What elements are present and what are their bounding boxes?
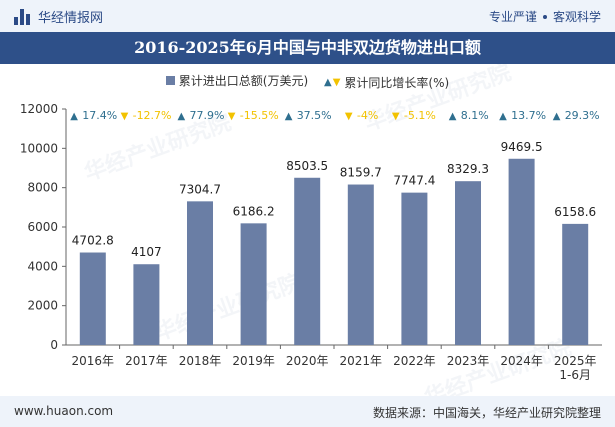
footer: www.huaon.com 数据来源：中国海关，华经产业研究院整理: [0, 396, 615, 427]
bar-value-label: 7747.4: [393, 174, 435, 188]
growth-up-triangle-icon: ▲: [449, 111, 457, 122]
y-tick-label: 6000: [27, 220, 58, 234]
x-tick-label: 2017年: [125, 354, 168, 368]
x-tick-label: 2020年: [286, 354, 329, 368]
x-tick-label: 2022年: [393, 354, 436, 368]
bar-value-label: 4702.8: [72, 234, 114, 248]
bar-value-label: 9469.5: [501, 140, 543, 154]
bar-value-label: 8503.5: [286, 159, 328, 173]
bar: [401, 192, 428, 345]
growth-rate-label: -5.1%: [404, 109, 436, 122]
top-bar: 华经情报网 专业严谨 客观科学: [0, 0, 615, 32]
growth-rate-label: 29.3%: [565, 109, 600, 122]
bar: [79, 252, 106, 345]
growth-up-triangle-icon: ▲: [553, 111, 561, 122]
y-tick-label: 2000: [27, 299, 58, 313]
y-tick-label: 10000: [20, 141, 58, 155]
footer-site-link[interactable]: www.huaon.com: [14, 404, 114, 418]
bar: [133, 264, 160, 345]
growth-down-triangle-icon: ▼: [228, 111, 236, 122]
legend-item-bar: 累计进出口总额(万美元): [165, 72, 309, 89]
growth-rate-label: 8.1%: [461, 109, 489, 122]
tagline-dot-icon: [542, 14, 547, 19]
growth-rate-label: 13.7%: [511, 109, 546, 122]
footer-source: 数据来源：中国海关，华经产业研究院整理: [372, 406, 601, 420]
growth-up-triangle-icon: ▲: [70, 111, 78, 122]
x-tick-label: 2025年: [554, 354, 597, 368]
legend-growth-label: 累计同比增长率(%): [344, 76, 450, 90]
brand-logo-icon: [14, 8, 32, 25]
brand[interactable]: 华经情报网: [14, 7, 103, 26]
bar: [294, 177, 321, 345]
growth-rate-label: -12.7%: [133, 109, 172, 122]
bar: [562, 223, 589, 345]
tagline-right: 客观科学: [552, 10, 601, 24]
bar: [347, 184, 374, 345]
legend-item-growth: ▲ ▼ 累计同比增长率(%): [324, 74, 449, 91]
growth-rate-label: 77.9%: [190, 109, 225, 122]
y-tick-label: 8000: [27, 181, 58, 195]
legend: 累计进出口总额(万美元) ▲ ▼ 累计同比增长率(%): [0, 72, 615, 91]
x-tick-label: 2023年: [447, 354, 490, 368]
legend-bar-swatch-icon: [165, 76, 175, 85]
bar: [508, 158, 535, 345]
bar-value-label: 6158.6: [554, 205, 596, 219]
x-tick-label: 2021年: [340, 354, 383, 368]
legend-up-triangle-icon: ▲: [324, 77, 332, 88]
y-tick-label: 0: [50, 338, 58, 352]
growth-rate-label: -4%: [357, 109, 378, 122]
growth-down-triangle-icon: ▼: [121, 111, 129, 122]
bar: [455, 181, 481, 345]
tagline: 专业严谨 客观科学: [489, 8, 601, 25]
bar-value-label: 8159.7: [340, 166, 382, 180]
legend-bar-label: 累计进出口总额(万美元): [178, 74, 309, 88]
x-tick-label: 2016年: [72, 354, 115, 368]
bar: [187, 201, 213, 345]
growth-up-triangle-icon: ▲: [285, 111, 293, 122]
bar-value-label: 4107: [131, 245, 162, 259]
bar-value-label: 8329.3: [447, 162, 489, 176]
growth-rate-label: 17.4%: [82, 109, 117, 122]
bar-value-label: 7304.7: [179, 182, 221, 196]
growth-up-triangle-icon: ▲: [499, 111, 507, 122]
chart-title: 2016-2025年6月中国与中非双边货物进出口额: [0, 32, 615, 64]
tagline-left: 专业严谨: [488, 10, 537, 24]
y-tick-label: 12000: [20, 102, 58, 116]
growth-up-triangle-icon: ▲: [178, 111, 186, 122]
y-tick-label: 4000: [27, 259, 58, 273]
x-tick-label: 2024年: [500, 354, 543, 368]
brand-name: 华经情报网: [38, 11, 104, 26]
growth-rate-label: -15.5%: [240, 109, 279, 122]
bar-value-label: 6186.2: [233, 204, 275, 218]
growth-down-triangle-icon: ▼: [345, 111, 353, 122]
growth-down-triangle-icon: ▼: [392, 111, 400, 122]
x-tick-label: 2019年: [232, 354, 275, 368]
legend-down-triangle-icon: ▼: [332, 77, 341, 88]
growth-rate-label: 37.5%: [297, 109, 332, 122]
x-tick-label: 2018年: [179, 354, 222, 368]
x-tick-label: 1-6月: [559, 368, 591, 382]
bar: [240, 223, 267, 345]
